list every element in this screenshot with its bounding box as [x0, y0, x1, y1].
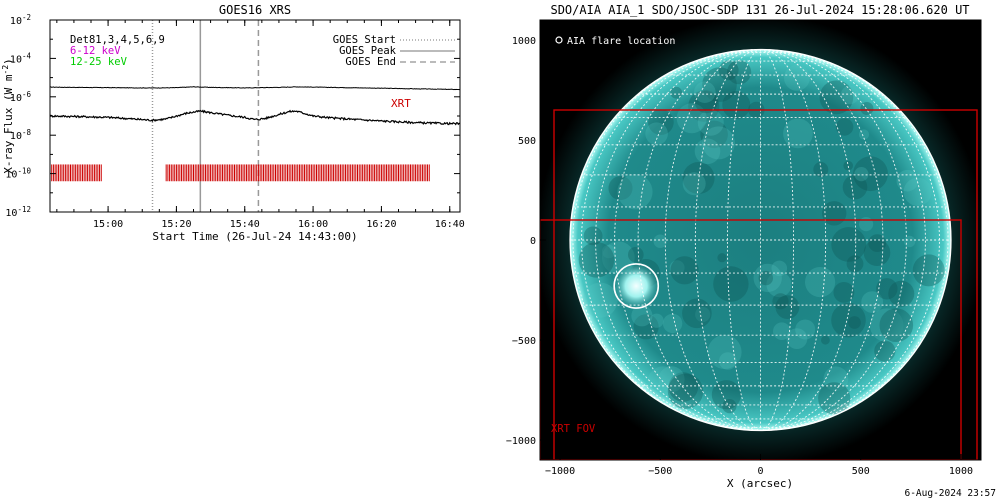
aia-x-axis: −1000 −500 0 500 1000: [545, 454, 973, 477]
aia-x-tick-label: 1000: [949, 466, 973, 477]
goes-x-tick-label: 16:40: [435, 219, 465, 230]
xrt-observation-band: [165, 164, 430, 182]
aia-x-tick-label: −500: [648, 466, 672, 477]
goes-x-axis-label: Start Time (26-Jul-24 14:43:00): [152, 230, 357, 243]
aia-legend-label: AIA flare location: [567, 36, 675, 47]
aia-x-tick-label: 500: [852, 466, 870, 477]
channel-label-6-12kev: 6-12 keV: [70, 45, 121, 57]
goes-y-tick-label: 10-2: [10, 13, 31, 27]
goes-y-tick-label: 10-10: [5, 167, 31, 181]
goes-y-tick-label: 10-6: [10, 90, 32, 104]
footer-date: 6-Aug-2024 23:57: [904, 488, 996, 499]
goes-plot-area: [49, 20, 461, 212]
event-legend-goes-start: GOES Start: [333, 34, 396, 46]
goes-x-tick-label: 16:20: [366, 219, 396, 230]
goes-channel-legend: Det81,3,4,5,6,9 6-12 keV 12-25 keV: [70, 34, 165, 68]
event-legend-goes-peak: GOES Peak: [339, 45, 397, 57]
goes-y-tick-label: 10-12: [5, 205, 31, 219]
aia-x-axis-label: X (arcsec): [727, 477, 793, 490]
channel-label-det: Det81,3,4,5,6,9: [70, 34, 165, 46]
goes-x-tick-label: 15:20: [161, 219, 191, 230]
aia-y-tick-label: −1000: [506, 436, 536, 447]
aia-x-tick-label: −1000: [545, 466, 575, 477]
goes-chart-title: GOES16 XRS: [219, 3, 291, 17]
goes-x-axis: 15:00 15:20 15:40 16:00 16:20 16:40: [56, 20, 465, 230]
goes-y-tick-label: 10-8: [10, 128, 32, 142]
aia-legend-circle-icon: [555, 36, 563, 44]
xrt-fov-label: XRT FOV: [551, 423, 596, 435]
channel-label-12-25kev: 12-25 keV: [70, 56, 128, 68]
aia-image-title: SDO/AIA AIA_1 SDO/JSOC-SDP 131 26-Jul-20…: [550, 3, 969, 17]
flare-location-circle: [613, 263, 660, 309]
aia-y-tick-label: −500: [512, 336, 536, 347]
aia-solar-image: [540, 20, 981, 460]
xrt-observation-band: [49, 164, 102, 182]
solar-texture: [578, 60, 945, 415]
aia-y-tick-label: 0: [530, 236, 536, 247]
xrt-fov-box: [553, 109, 978, 460]
goes-flux-series-1: [49, 109, 461, 126]
aia-y-tick-label: 500: [518, 136, 536, 147]
aia-legend: AIA flare location: [555, 36, 675, 47]
goes-x-tick-label: 16:00: [298, 219, 328, 230]
flare-bright-region: [611, 261, 661, 311]
goes-x-tick-label: 15:00: [93, 219, 123, 230]
event-legend-goes-end: GOES End: [345, 56, 396, 68]
goes-y-axis: 10-12 10-10 10-8 10-6 10-4 10-2: [5, 13, 460, 219]
goes-y-axis-label: X-ray Flux (W m-2): [1, 58, 15, 174]
aia-x-tick-label: 0: [757, 466, 763, 477]
goes-flux-series-0: [50, 86, 461, 91]
aia-image-panel: SDO/AIA AIA_1 SDO/JSOC-SDP 131 26-Jul-20…: [506, 3, 982, 490]
aia-y-tick-label: 1000: [512, 36, 536, 47]
xrt-fov-box: [540, 219, 962, 460]
goes-xrs-panel: GOES16 XRS 10-12 10-10 10-8 10-6 10-4 10-2 15…: [1, 3, 465, 243]
heliographic-grid: [570, 49, 951, 431]
goes-y-tick-label: 10-4: [10, 51, 32, 65]
goes-event-legend: GOES Start GOES Peak GOES End: [333, 34, 455, 68]
goes-x-tick-label: 15:40: [230, 219, 260, 230]
aia-y-axis: −1000 −500 0 500 1000: [506, 36, 546, 447]
xrt-label: XRT: [391, 97, 411, 110]
solar-limb: [569, 48, 952, 432]
